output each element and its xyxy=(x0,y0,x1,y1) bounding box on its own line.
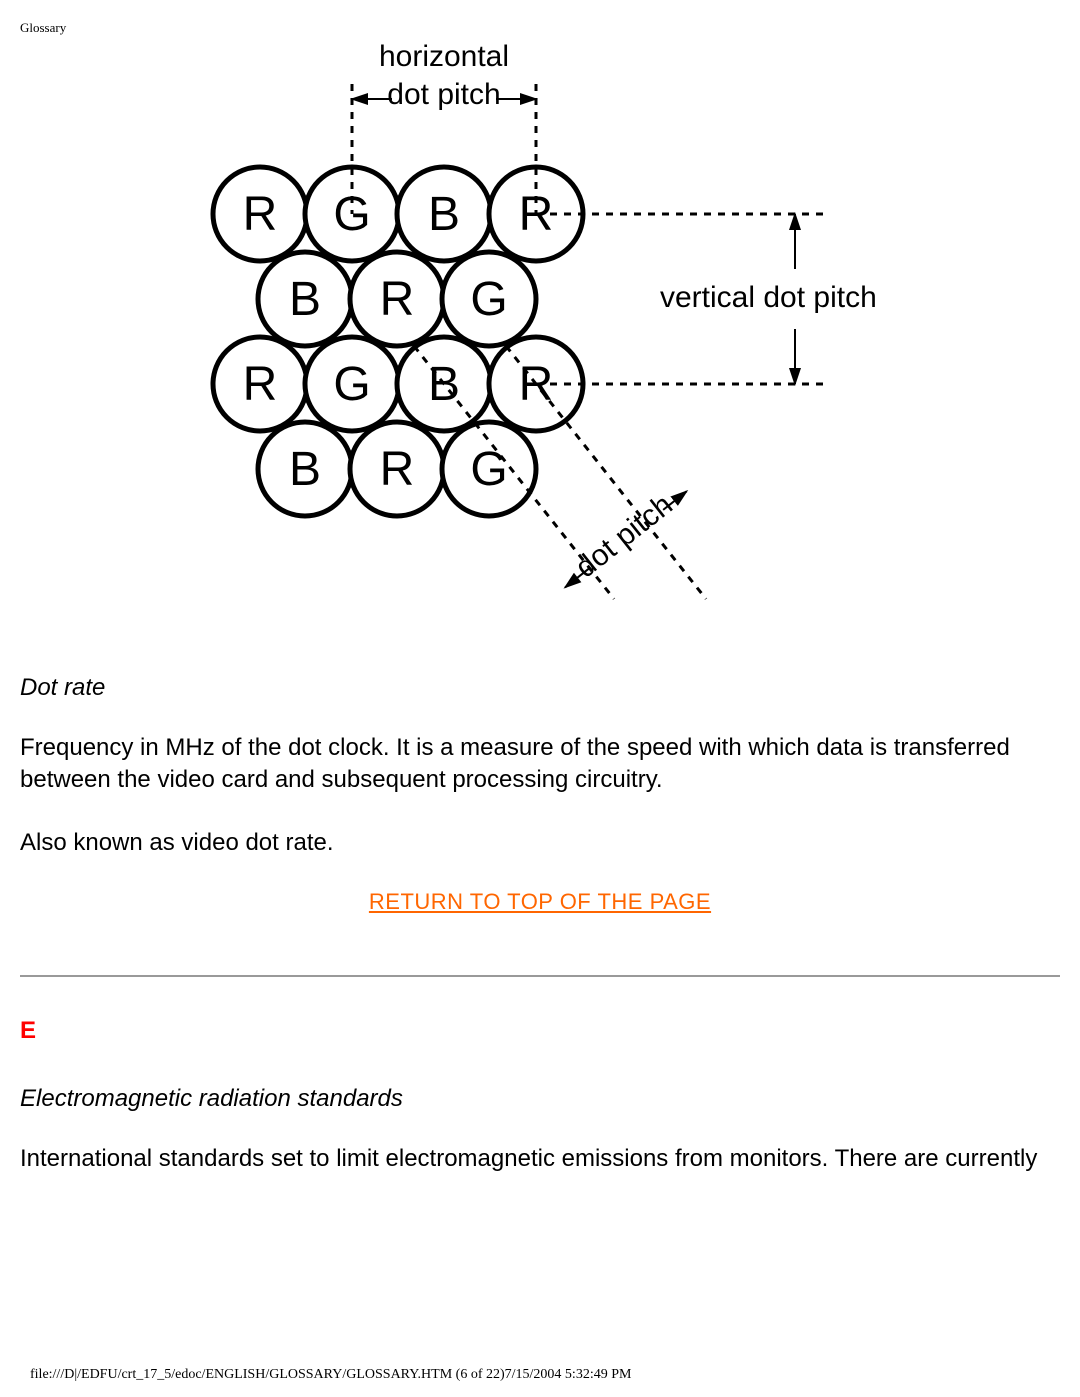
svg-text:vertical dot pitch: vertical dot pitch xyxy=(660,281,877,314)
svg-text:G: G xyxy=(470,443,507,496)
svg-text:G: G xyxy=(333,188,370,241)
svg-text:B: B xyxy=(289,273,321,326)
svg-text:R: R xyxy=(380,273,415,326)
entry-paragraph: Frequency in MHz of the dot clock. It is… xyxy=(20,732,1060,797)
entry-heading-dot-rate: Dot rate xyxy=(20,674,1060,702)
page-header-label: Glossary xyxy=(20,20,1060,36)
svg-text:R: R xyxy=(243,188,278,241)
svg-text:horizontal: horizontal xyxy=(379,44,509,73)
svg-text:dot pitch: dot pitch xyxy=(387,78,500,111)
return-to-top-link[interactable]: RETURN TO TOP OF THE PAGE xyxy=(369,889,711,914)
return-to-top[interactable]: RETURN TO TOP OF THE PAGE xyxy=(20,889,1060,915)
svg-text:R: R xyxy=(243,358,278,411)
entry-paragraph: International standards set to limit ele… xyxy=(20,1143,1060,1175)
entry-paragraph: Also known as video dot rate. xyxy=(20,827,1060,859)
svg-text:R: R xyxy=(380,443,415,496)
section-letter-e: E xyxy=(20,1017,1060,1045)
dot-pitch-diagram: RGBRBRGRGBRBRGhorizontaldot pitchvertica… xyxy=(20,44,1060,614)
svg-text:G: G xyxy=(470,273,507,326)
svg-text:G: G xyxy=(333,358,370,411)
svg-text:dot pitch: dot pitch xyxy=(569,488,678,584)
svg-text:B: B xyxy=(289,443,321,496)
page-footer-path: file:///D|/EDFU/crt_17_5/edoc/ENGLISH/GL… xyxy=(30,1367,631,1383)
entry-heading-em-standards: Electromagnetic radiation standards xyxy=(20,1085,1060,1113)
section-divider xyxy=(20,975,1060,977)
svg-text:B: B xyxy=(428,188,460,241)
